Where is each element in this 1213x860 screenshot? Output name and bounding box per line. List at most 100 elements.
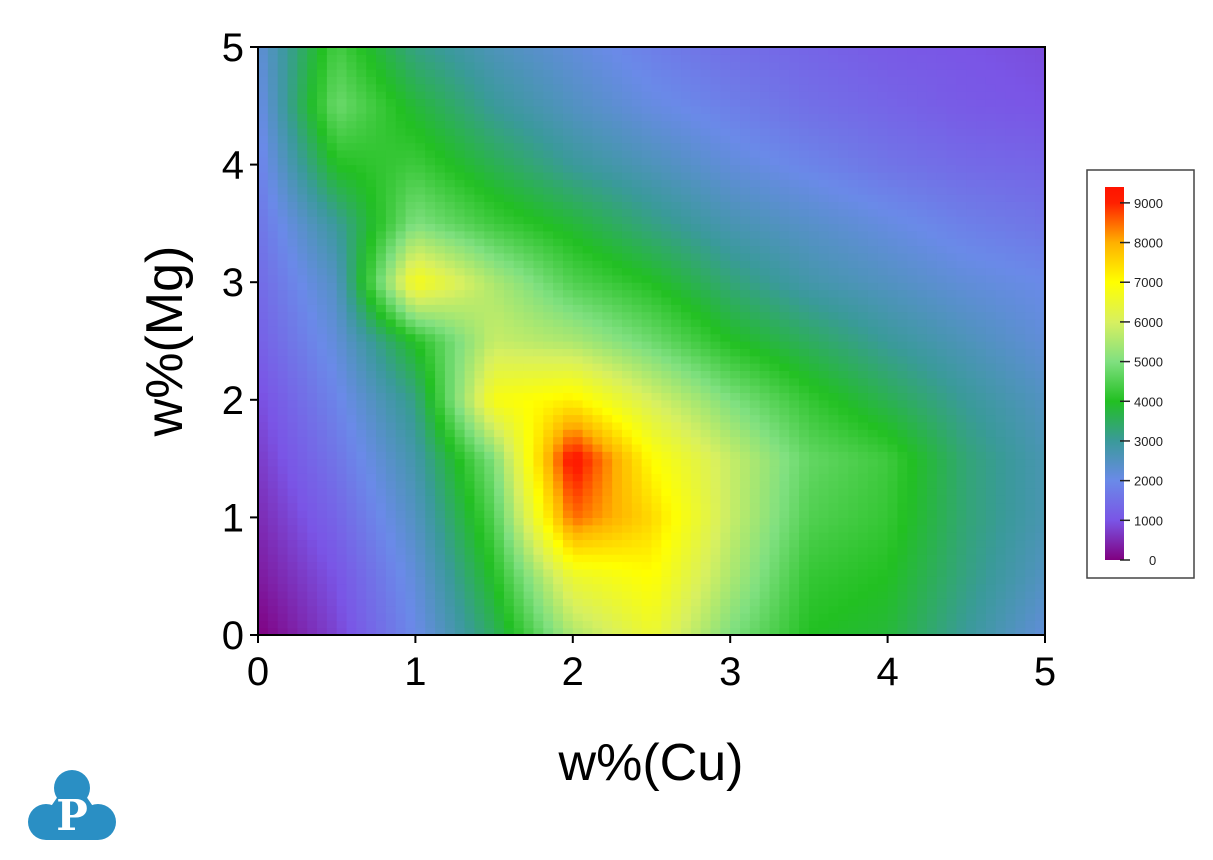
heatmap-cell <box>749 363 761 371</box>
heatmap-cell <box>317 216 328 224</box>
heatmap-cell <box>503 612 515 621</box>
heatmap-cell <box>641 348 653 357</box>
heatmap-cell <box>592 355 603 364</box>
heatmap-cell <box>612 399 623 408</box>
heatmap-cell <box>513 274 525 283</box>
heatmap-cell <box>258 502 269 511</box>
heatmap-cell <box>808 414 820 423</box>
heatmap-cell <box>749 370 761 379</box>
heatmap-cell <box>897 605 908 614</box>
heatmap-cell <box>572 274 584 283</box>
heatmap-cell <box>976 605 987 614</box>
heatmap-cell <box>326 363 338 371</box>
heatmap-cell <box>258 465 269 474</box>
heatmap-cell <box>838 377 849 386</box>
heatmap-cell <box>366 260 377 269</box>
heatmap-cell <box>592 348 603 357</box>
heatmap-cell <box>464 341 476 349</box>
heatmap-cell <box>572 282 584 291</box>
heatmap-cell <box>799 238 810 247</box>
heatmap-cell <box>769 473 780 482</box>
heatmap-cell <box>572 561 584 570</box>
heatmap-cell <box>592 260 603 269</box>
heatmap-cell <box>297 216 308 224</box>
heatmap-cell <box>789 590 800 599</box>
heatmap-cell <box>307 252 318 261</box>
heatmap-cell <box>838 355 849 364</box>
heatmap-cell <box>877 598 889 607</box>
heatmap-cell <box>818 465 830 474</box>
heatmap-cell <box>956 296 967 305</box>
heatmap-cell <box>444 363 456 371</box>
heatmap-cell <box>681 590 692 599</box>
heatmap-cell <box>336 451 348 460</box>
heatmap-cell <box>956 326 967 335</box>
heatmap-cell <box>700 252 712 261</box>
heatmap-cell <box>474 546 485 555</box>
heatmap-cell <box>700 377 712 386</box>
heatmap-cell <box>435 524 446 533</box>
heatmap-cell <box>799 407 810 416</box>
heatmap-cell <box>1025 590 1036 599</box>
heatmap-cell <box>405 561 416 570</box>
heatmap-cell <box>277 421 289 430</box>
heatmap-cell <box>661 399 672 408</box>
heatmap-cell <box>444 289 456 298</box>
heatmap-cell <box>553 296 564 305</box>
heatmap-cell <box>956 414 967 423</box>
heatmap-cell <box>641 333 653 342</box>
heatmap-cell <box>681 179 692 188</box>
heatmap-cell <box>612 238 623 247</box>
heatmap-cell <box>356 583 367 592</box>
heatmap-cell <box>985 296 997 305</box>
heatmap-cell <box>494 620 505 629</box>
heatmap-cell <box>494 465 505 474</box>
heatmap-cell <box>936 590 948 599</box>
heatmap-cell <box>976 451 987 460</box>
heatmap-cell <box>828 282 840 291</box>
heatmap-cell <box>828 429 840 438</box>
heatmap-cell <box>769 495 780 504</box>
heatmap-cell <box>848 532 859 541</box>
heatmap-cell <box>858 502 869 511</box>
heatmap-cell <box>425 311 436 320</box>
heatmap-cell <box>681 304 692 313</box>
heatmap-cell <box>582 370 594 379</box>
heatmap-cell <box>277 436 289 445</box>
heatmap-cell <box>356 465 367 474</box>
heatmap-cell <box>848 377 859 386</box>
heatmap-cell <box>297 583 308 592</box>
heatmap-cell <box>808 421 820 430</box>
heatmap-cell <box>995 304 1007 313</box>
heatmap-cell <box>307 171 318 180</box>
heatmap-cell <box>917 451 928 460</box>
heatmap-cell <box>720 407 731 416</box>
heatmap-cell <box>828 341 840 349</box>
heatmap-cell <box>720 510 731 518</box>
heatmap-cell <box>602 532 613 541</box>
heatmap-cell <box>995 252 1007 261</box>
heatmap-cell <box>503 230 515 239</box>
heatmap-cell <box>385 230 397 239</box>
heatmap-cell <box>740 385 751 394</box>
heatmap-cell <box>710 252 721 261</box>
heatmap-cell <box>346 341 357 349</box>
heatmap-cell <box>307 179 318 188</box>
heatmap-cell <box>1035 605 1046 614</box>
heatmap-cell <box>356 473 367 482</box>
heatmap-cell <box>582 333 594 342</box>
heatmap-cell <box>858 201 869 210</box>
heatmap-cell <box>287 451 298 460</box>
heatmap-cell <box>503 238 515 247</box>
heatmap-cell <box>720 465 731 474</box>
heatmap-cell <box>582 260 594 269</box>
heatmap-cell <box>444 451 456 460</box>
heatmap-cell <box>1035 532 1046 541</box>
heatmap-cell <box>769 164 780 173</box>
heatmap-cell <box>513 201 525 210</box>
heatmap-cell <box>602 296 613 305</box>
heatmap-cell <box>926 238 938 247</box>
heatmap-cell <box>858 164 869 173</box>
heatmap-cell <box>1035 370 1046 379</box>
heatmap-cell <box>946 341 958 349</box>
